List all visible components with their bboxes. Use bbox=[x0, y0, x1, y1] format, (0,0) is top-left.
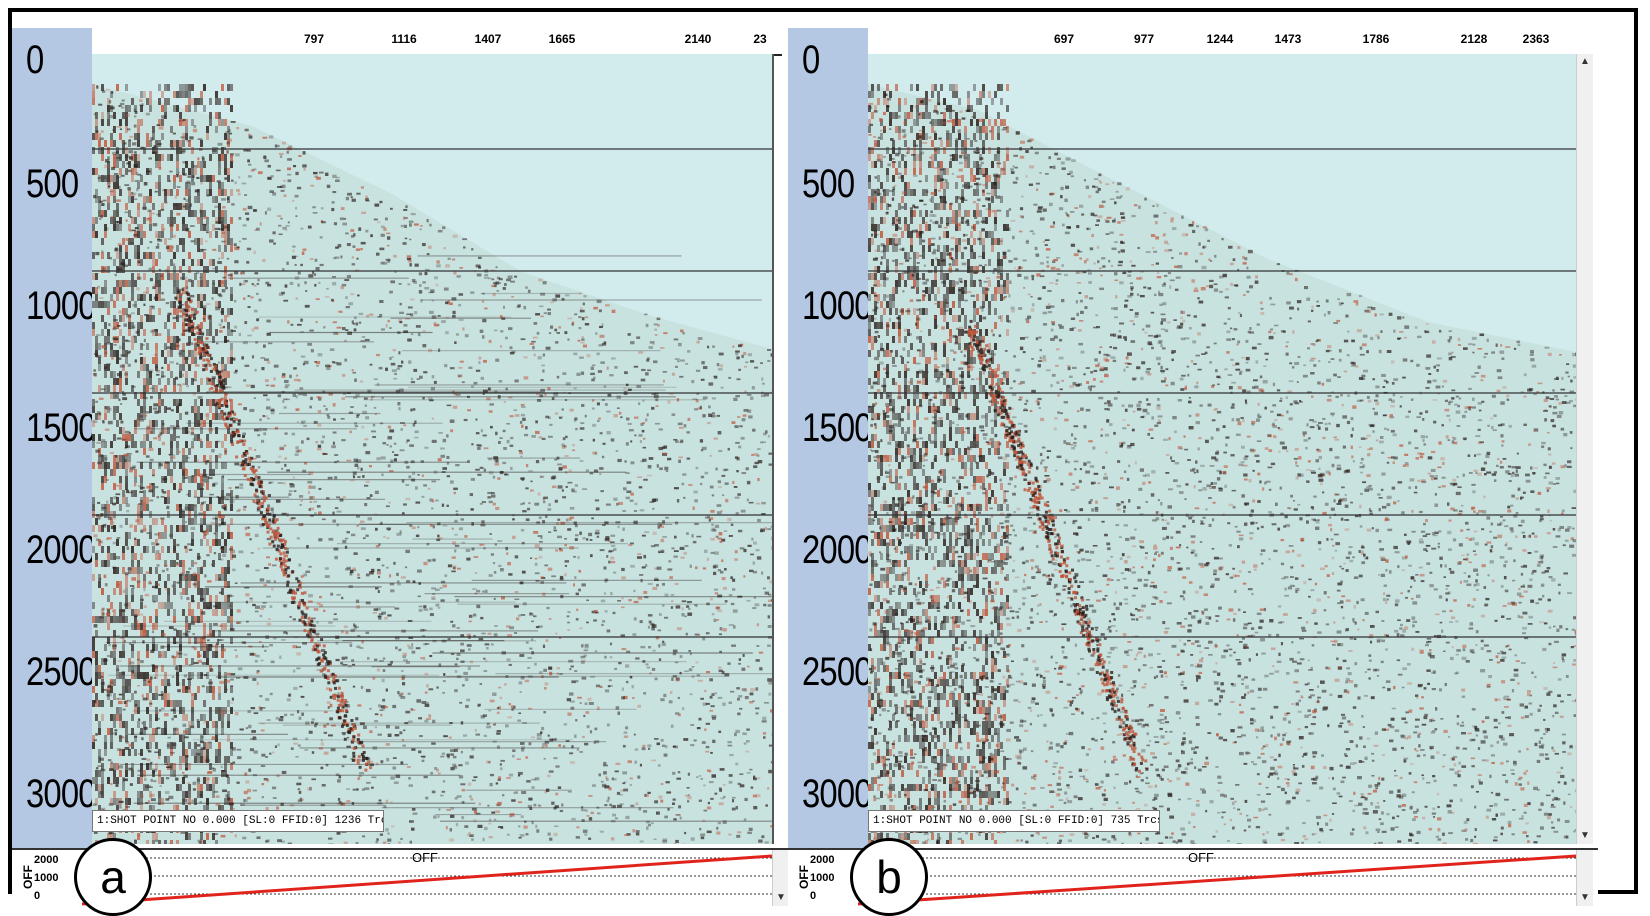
seismic-panel-a: 0 500 1000 1500 2000 2500 3000 797 1116 … bbox=[12, 28, 812, 904]
time-axis-label: 0 bbox=[802, 40, 819, 80]
offset-tick-label: 2000 bbox=[34, 854, 58, 866]
time-axis-label: 2000 bbox=[802, 530, 872, 570]
x-tick-label: 697 bbox=[1054, 32, 1074, 46]
seismic-gather-canvas bbox=[868, 54, 1576, 844]
trace-header-ruler: 697 977 1244 1473 1786 2128 2363 bbox=[868, 28, 1562, 56]
scroll-down-icon[interactable]: ▼ bbox=[1577, 828, 1593, 844]
offset-scrollbar[interactable]: ▼ bbox=[772, 850, 789, 906]
offset-trend-line bbox=[82, 856, 772, 904]
x-tick-label: 1116 bbox=[391, 32, 416, 46]
time-axis-label: 1500 bbox=[802, 408, 872, 448]
x-tick-label: 1665 bbox=[549, 32, 576, 46]
seismic-gather-canvas bbox=[92, 54, 772, 844]
time-axis-strip: 0 500 1000 1500 2000 2500 3000 bbox=[788, 28, 868, 848]
offset-curve bbox=[82, 850, 772, 906]
time-axis-label: 500 bbox=[26, 164, 78, 204]
shot-info-box: 1:SHOT POINT NO 0.000 [SL:0 FFID:0] 1236… bbox=[92, 810, 384, 832]
trace-header-ruler: 797 1116 1407 1665 2140 23 bbox=[92, 28, 782, 56]
x-tick-label: 1786 bbox=[1363, 32, 1390, 46]
offset-tick-label: 0 bbox=[810, 890, 816, 902]
figure-frame: 0 500 1000 1500 2000 2500 3000 797 1116 … bbox=[8, 8, 1638, 894]
x-tick-label: 2128 bbox=[1461, 32, 1488, 46]
time-axis-label: 500 bbox=[802, 164, 854, 204]
seismic-gather-plot[interactable] bbox=[868, 54, 1578, 844]
x-tick-label: 797 bbox=[304, 32, 324, 46]
x-tick-label: 2363 bbox=[1523, 32, 1550, 46]
time-axis-label: 1000 bbox=[802, 286, 872, 326]
time-axis-label: 2000 bbox=[26, 530, 96, 570]
x-tick-label: 1407 bbox=[475, 32, 502, 46]
panel-label-a: a bbox=[74, 838, 152, 916]
x-tick-label: 1244 bbox=[1207, 32, 1234, 46]
offset-tick-label: 2000 bbox=[810, 854, 834, 866]
offset-tick-label: 0 bbox=[34, 890, 40, 902]
time-axis-label: 2500 bbox=[802, 652, 872, 692]
offset-axis-label: OFF bbox=[21, 865, 35, 889]
offset-scrollbar[interactable]: ▼ bbox=[1576, 850, 1593, 906]
time-axis-label: 0 bbox=[26, 40, 43, 80]
time-axis-label: 3000 bbox=[802, 774, 872, 814]
time-axis-label: 3000 bbox=[26, 774, 96, 814]
seismic-panel-b: 0 500 1000 1500 2000 2500 3000 697 977 1… bbox=[788, 28, 1588, 904]
offset-tick-label: 1000 bbox=[34, 872, 58, 884]
offset-trend-line bbox=[858, 856, 1576, 904]
vertical-scrollbar[interactable]: ▲ ▼ bbox=[1576, 54, 1593, 844]
scroll-down-icon[interactable]: ▼ bbox=[1577, 890, 1593, 906]
scroll-up-icon[interactable]: ▲ bbox=[1577, 54, 1593, 70]
time-axis-label: 1500 bbox=[26, 408, 96, 448]
panel-label-b: b bbox=[850, 838, 928, 916]
shot-info-box: 1:SHOT POINT NO 0.000 [SL:0 FFID:0] 735 … bbox=[868, 810, 1160, 832]
offset-curve bbox=[858, 850, 1578, 906]
scroll-down-icon[interactable]: ▼ bbox=[773, 890, 789, 906]
x-tick-label: 1473 bbox=[1275, 32, 1302, 46]
x-tick-label: 23 bbox=[753, 32, 766, 46]
offset-axis-label: OFF bbox=[797, 865, 811, 889]
x-tick-label: 977 bbox=[1134, 32, 1154, 46]
seismic-gather-plot[interactable] bbox=[92, 54, 774, 844]
time-axis-label: 2500 bbox=[26, 652, 96, 692]
x-tick-label: 2140 bbox=[685, 32, 712, 46]
time-axis-strip: 0 500 1000 1500 2000 2500 3000 bbox=[12, 28, 92, 848]
offset-tick-label: 1000 bbox=[810, 872, 834, 884]
time-axis-label: 1000 bbox=[26, 286, 96, 326]
